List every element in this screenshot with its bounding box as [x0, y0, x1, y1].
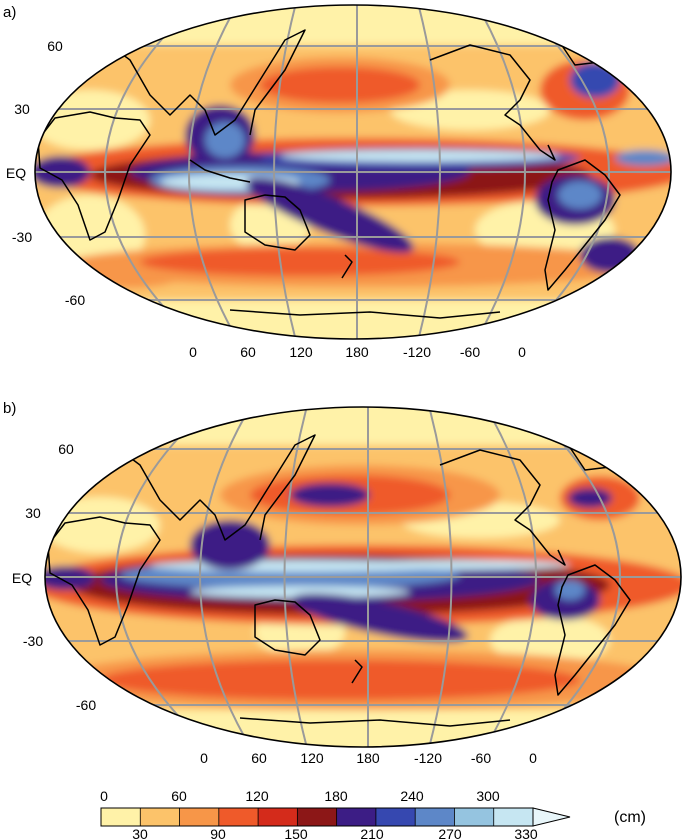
svg-text:-60: -60	[471, 750, 491, 766]
svg-text:150: 150	[284, 826, 308, 840]
colorbar-cell	[139, 807, 181, 827]
svg-text:EQ: EQ	[12, 570, 32, 586]
colorbar-cell	[414, 807, 456, 827]
colorbar-cell	[296, 807, 338, 827]
panel-b-label: b)	[3, 400, 16, 417]
colorbar-arrow	[532, 807, 571, 827]
svg-text:-120: -120	[403, 344, 431, 360]
colorbar-cell	[100, 807, 141, 827]
colorbar-cell	[454, 807, 495, 827]
svg-text:60: 60	[58, 441, 74, 457]
map-panel-a: a) 60 30 EQ -30 -60 0 60 120 180 -120 -6…	[3, 4, 672, 360]
svg-text:120: 120	[300, 750, 324, 766]
map-panel-b: b) 60 30 EQ -30 -60 0 60 120 180 -120 -6…	[3, 400, 682, 766]
svg-text:0: 0	[200, 750, 208, 766]
lat-labels-a: 60 30 EQ -30 -60	[6, 38, 85, 308]
panel-a-label: a)	[3, 4, 16, 21]
colorbar-cell	[257, 807, 299, 827]
svg-text:60: 60	[240, 344, 256, 360]
svg-text:90: 90	[210, 826, 226, 840]
colorbar-unit: (cm)	[614, 809, 646, 826]
svg-text:-120: -120	[414, 750, 442, 766]
svg-text:30: 30	[132, 826, 148, 840]
svg-text:180: 180	[324, 788, 348, 804]
colorbar-cell	[375, 807, 416, 827]
svg-text:0: 0	[189, 344, 197, 360]
svg-text:60: 60	[171, 788, 187, 804]
svg-text:60: 60	[47, 38, 63, 54]
colorbar: 0 60 120 180 240 300 30 90 150 210 270 3…	[100, 788, 646, 840]
lon-labels-a: 0 60 120 180 -120 -60 0	[189, 344, 526, 360]
colorbar-cell	[179, 807, 220, 827]
colorbar-top-labels: 0 60 120 180 240 300	[100, 788, 500, 804]
svg-text:240: 240	[400, 788, 424, 804]
svg-text:-60: -60	[65, 292, 85, 308]
colorbar-bottom-labels: 30 90 150 210 270 330	[132, 826, 538, 840]
svg-text:120: 120	[289, 344, 313, 360]
svg-text:0: 0	[529, 750, 537, 766]
lon-labels-b: 0 60 120 180 -120 -60 0	[200, 750, 537, 766]
svg-text:EQ: EQ	[6, 165, 26, 181]
colorbar-cell	[493, 807, 534, 827]
colorbar-cells	[100, 807, 534, 827]
svg-text:30: 30	[25, 505, 41, 521]
svg-text:-30: -30	[12, 229, 32, 245]
svg-text:30: 30	[14, 101, 30, 117]
svg-text:-30: -30	[23, 633, 43, 649]
svg-text:180: 180	[345, 344, 369, 360]
svg-text:330: 330	[514, 826, 538, 840]
svg-text:270: 270	[438, 826, 462, 840]
svg-text:-60: -60	[460, 344, 480, 360]
colorbar-outline	[100, 807, 534, 827]
lat-labels-b: 60 30 EQ -30 -60	[12, 441, 96, 713]
coastlines-b	[47, 434, 631, 727]
svg-text:0: 0	[518, 344, 526, 360]
svg-text:300: 300	[476, 788, 500, 804]
svg-text:0: 0	[100, 788, 108, 804]
svg-text:60: 60	[251, 750, 267, 766]
svg-text:-60: -60	[76, 697, 96, 713]
colorbar-cell	[218, 807, 259, 827]
svg-text:120: 120	[245, 788, 269, 804]
colorbar-cell	[336, 807, 377, 827]
svg-text:180: 180	[356, 750, 380, 766]
svg-text:210: 210	[360, 826, 384, 840]
